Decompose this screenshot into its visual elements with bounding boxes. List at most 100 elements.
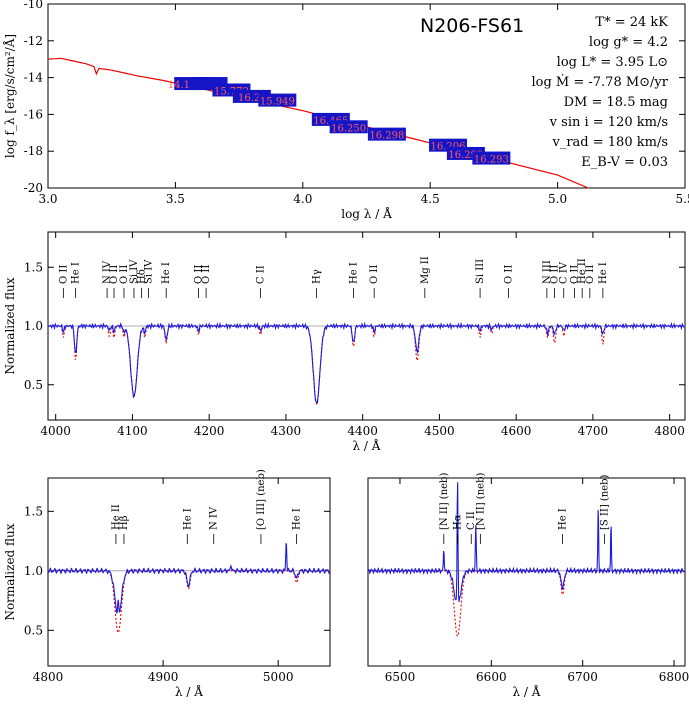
photometry-label: 16.292 [448,150,483,161]
line-annotation: He I [598,262,609,284]
x-tick-label: 4.5 [421,192,440,206]
y-tick-label: -12 [24,34,43,48]
x-axis-label: λ / Å [353,438,381,453]
chart-title: N206-FS61 [420,15,524,37]
x-axis-label: λ / Å [513,684,541,699]
observed-spectrum [48,321,685,405]
line-annotation: He II [577,258,588,284]
photometry-label: 15.949 [260,97,295,108]
y-tick-label: -18 [24,144,43,158]
line-annotation: Hα [453,514,464,530]
line-annotation: Si III [475,259,486,284]
line-annotation: O II [201,265,212,284]
x-tick-label: 4100 [117,424,148,438]
line-annotation: O II [369,265,380,284]
line-annotation: He I [558,508,569,530]
line-annotation: [S II] (neb) [600,474,611,530]
model-spectrum [48,570,330,634]
x-tick-label: 4.0 [293,192,312,206]
x-axis-label: λ / Å [175,684,203,699]
observed-spectrum [48,543,330,614]
y-tick-label: -10 [24,0,43,11]
y-tick-label: 0.5 [24,623,43,637]
y-tick-label: 1.5 [24,260,43,274]
y-tick-label: 1.0 [24,319,43,333]
sed-panel: 3.0 3.5 4.0 4.5 5.0 5.5 -10 -12 -14 -16 -18 -20 log … [2,0,689,221]
x-tick-label: 6500 [385,670,416,684]
y-tick-label: 1.5 [24,504,43,518]
line-annotation: He I [292,508,303,530]
photometry-label: 15.772 [214,86,249,97]
hbeta-frame [47,477,331,667]
line-annotation: Hγ [312,269,323,284]
stellar-param: v sin i = 120 km/s [549,115,668,130]
y-tick-label: 1.0 [24,564,43,578]
hbeta-panel: 4800 4900 5000 0.5 1.0 1.5 λ / Å Normalized flu… [3,469,331,699]
line-annotation: Si IV [129,259,140,284]
x-tick-label: 3.0 [38,192,57,206]
line-annotation: O II [193,265,204,284]
y-axis-label: Normalized flux [3,277,17,374]
line-annotation: N IV [102,260,113,284]
stellar-param: v_rad = 180 km/s [552,135,669,150]
photometry-label: 16.250 [331,123,366,134]
line-annotation: He I [348,262,359,284]
model-spectrum [48,324,685,406]
observed-spectrum [368,482,685,602]
x-tick-label: 4400 [347,424,378,438]
x-tick-label: 6600 [476,670,507,684]
x-tick-label: 6700 [567,670,598,684]
line-annotation: He I [161,262,172,284]
line-annotation: Hδ [137,269,148,284]
line-annotation: He I [71,262,82,284]
photometry-box [367,127,406,141]
halpha-frame [367,477,686,667]
line-annotation: O II [569,265,580,284]
line-annotation: C II [256,265,267,284]
blue-panel: 4000 4100 4200 4300 4400 4500 4600 4700 4800 0.5 1… [3,231,686,453]
y-tick-label: -14 [24,71,44,85]
x-tick-label: 6800 [659,670,689,684]
stellar-param: T* = 24 kK [595,15,668,30]
stellar-param: log L* = 3.95 L⊙ [557,55,668,70]
line-annotation: He I [182,508,193,530]
x-tick-label: 4500 [424,424,455,438]
photometry-label: 16.2? [238,93,266,104]
sed-frame [47,3,686,189]
line-annotation: O II [58,265,69,284]
line-annotation: He II [111,504,122,530]
line-annotation: C II [466,511,477,530]
x-tick-label: 4800 [654,424,685,438]
photometry-label: 16.298 [369,131,404,142]
halpha-panel: 6500 6600 6700 6800 λ / Å [N II] (neb) Hα C II [… [367,473,689,699]
line-annotation: O II [550,265,561,284]
x-tick-label: 5.5 [675,192,689,206]
x-tick-label: 4800 [33,670,64,684]
x-tick-label: 5.0 [548,192,567,206]
stellar-param: DM = 18.5 mag [564,95,668,110]
y-tick-label: -16 [24,107,43,121]
photometry-box [472,151,511,165]
photometry-box [258,93,297,107]
x-tick-label: 4200 [194,424,225,438]
line-annotation: C IV [559,261,570,284]
line-annotation: Mg II [420,256,431,284]
line-annotation: O II [119,265,130,284]
stellar-param: log Ṁ = -7.78 M⊙/yr [531,73,668,90]
line-annotation: Hβ [119,515,130,530]
x-tick-label: 4700 [578,424,609,438]
line-annotation: Si IV [144,259,155,284]
x-tick-label: 3.5 [166,192,185,206]
line-annotation: O II [109,265,120,284]
x-tick-label: 4600 [501,424,532,438]
line-annotation: [N II] (neb) [475,473,486,530]
y-axis-label: Normalized flux [3,523,17,620]
y-tick-label: -20 [24,181,43,195]
x-tick-label: 4300 [271,424,302,438]
x-tick-label: 4900 [148,670,179,684]
line-annotation: N IV [209,506,220,530]
stellar-param: E_B-V = 0.03 [581,155,668,170]
y-tick-label: 0.5 [24,378,43,392]
x-tick-label: 5000 [263,670,294,684]
